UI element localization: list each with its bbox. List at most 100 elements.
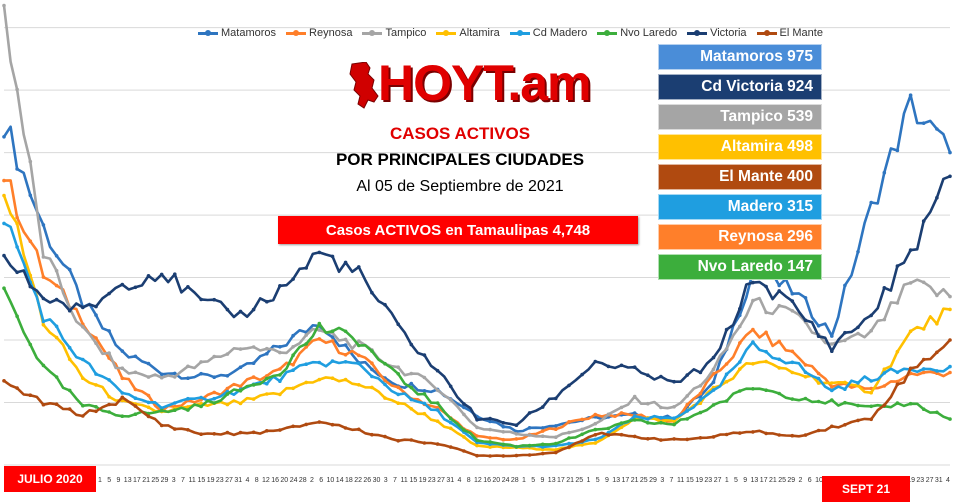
data-point xyxy=(81,403,85,408)
data-point xyxy=(895,401,900,405)
data-point xyxy=(357,361,361,366)
data-point xyxy=(869,313,873,318)
x-tick-label: 16 xyxy=(483,477,491,484)
data-point xyxy=(540,405,545,409)
data-point xyxy=(67,388,72,393)
data-point xyxy=(619,363,624,368)
data-point xyxy=(830,342,834,346)
data-point xyxy=(475,438,479,443)
data-point xyxy=(107,378,111,382)
data-point xyxy=(28,193,33,198)
data-point xyxy=(212,354,216,359)
x-tick-label: 13 xyxy=(751,477,759,484)
data-point xyxy=(173,401,177,405)
data-point xyxy=(330,329,335,334)
data-point xyxy=(514,432,519,436)
data-point xyxy=(357,427,361,432)
data-point xyxy=(107,410,111,414)
data-point xyxy=(724,372,729,377)
total-active-cases-badge: Casos ACTIVOS en Tamaulipas 4,748 xyxy=(278,216,638,244)
data-point xyxy=(816,376,821,381)
data-point xyxy=(540,426,545,430)
data-point xyxy=(935,410,939,415)
data-point xyxy=(67,407,72,411)
data-point xyxy=(567,441,571,446)
data-point xyxy=(133,285,138,290)
x-tick-label: 31 xyxy=(234,477,242,484)
data-point xyxy=(107,329,111,333)
data-point xyxy=(94,372,98,376)
data-point xyxy=(462,402,466,406)
x-tick-label: 29 xyxy=(161,477,169,484)
data-point xyxy=(921,367,926,371)
data-point xyxy=(672,405,676,409)
data-point xyxy=(488,445,492,449)
data-point xyxy=(580,427,584,432)
data-point xyxy=(2,3,6,8)
data-point xyxy=(41,275,46,279)
data-point xyxy=(803,296,808,300)
data-point xyxy=(133,354,138,359)
data-point xyxy=(173,427,177,431)
data-point xyxy=(777,357,781,362)
data-point xyxy=(2,178,6,183)
x-tick-label: 20 xyxy=(280,477,288,484)
data-point xyxy=(383,378,387,383)
data-point xyxy=(251,361,256,366)
data-point xyxy=(488,454,492,458)
data-point xyxy=(751,298,755,303)
data-point xyxy=(685,437,689,442)
data-point xyxy=(554,450,558,455)
x-tick-label: 17 xyxy=(133,477,141,484)
series-line-nvo-laredo xyxy=(2,287,951,449)
city-total-badge: Matamoros 975 xyxy=(658,44,822,70)
data-point xyxy=(948,338,952,342)
data-point xyxy=(238,389,243,393)
data-point xyxy=(895,379,900,384)
x-tick-label: 23 xyxy=(916,477,924,484)
data-point xyxy=(304,266,309,270)
data-point xyxy=(107,291,111,296)
data-point xyxy=(304,362,309,367)
data-point xyxy=(278,345,282,349)
data-point xyxy=(830,349,834,354)
data-point xyxy=(895,349,900,354)
data-point xyxy=(173,371,177,376)
data-point xyxy=(146,274,151,278)
data-point xyxy=(251,375,256,379)
data-point xyxy=(435,368,440,373)
data-point xyxy=(475,453,479,458)
x-tick-label: 6 xyxy=(319,477,323,484)
data-point xyxy=(212,432,216,436)
data-point xyxy=(593,412,598,417)
city-total-badge: Tampico 539 xyxy=(658,104,822,130)
data-point xyxy=(409,407,414,411)
data-point xyxy=(409,381,414,386)
city-total-badge: Madero 315 xyxy=(658,194,822,220)
x-tick-label: 27 xyxy=(926,477,934,484)
legend-swatch-icon xyxy=(286,29,307,36)
data-point xyxy=(225,374,230,378)
end-date-label: SEPT 21 xyxy=(822,476,910,502)
legend-label: El Mante xyxy=(779,27,823,39)
data-point xyxy=(921,407,926,412)
data-point xyxy=(659,374,663,379)
data-point xyxy=(856,381,860,385)
data-point xyxy=(41,223,46,227)
data-point xyxy=(567,430,571,435)
data-point xyxy=(15,245,19,249)
data-point xyxy=(251,397,256,401)
data-point xyxy=(698,391,703,396)
data-point xyxy=(882,367,887,372)
data-point xyxy=(921,219,926,223)
data-point xyxy=(619,421,624,425)
data-point xyxy=(330,376,335,381)
data-point xyxy=(724,327,729,332)
data-point xyxy=(488,419,492,424)
data-point xyxy=(711,380,716,385)
data-point xyxy=(448,398,453,402)
x-tick-label: 25 xyxy=(778,477,786,484)
legend-label: Reynosa xyxy=(309,27,353,39)
x-tick-label: 3 xyxy=(384,477,388,484)
data-point xyxy=(593,421,598,426)
